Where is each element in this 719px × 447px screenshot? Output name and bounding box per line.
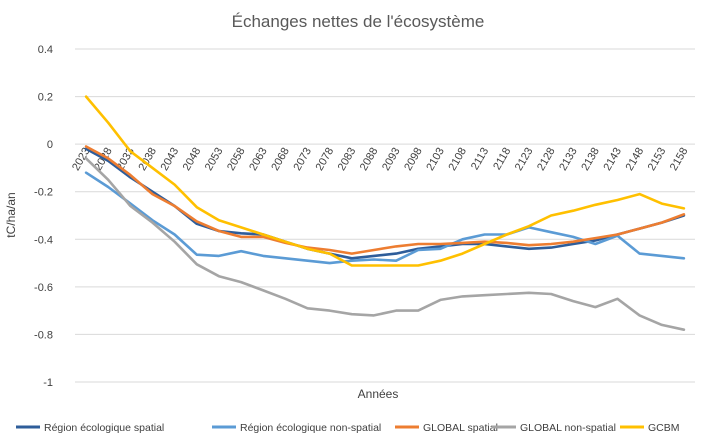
- x-tick-label: 2123: [513, 146, 536, 173]
- y-tick-label: -0.8: [34, 329, 53, 341]
- y-axis-ticks: 0.4 0.2 0 -0.2 -0.4 -0.6 -0.8 -1: [34, 44, 53, 389]
- y-tick-label: -0.4: [34, 234, 53, 246]
- x-tick-label: 2048: [181, 146, 204, 173]
- legend-label: Région écologique non-spatial: [240, 422, 381, 434]
- x-tick-label: 2118: [491, 146, 513, 172]
- y-tick-label: -1: [43, 377, 53, 389]
- x-tick-label: 2103: [424, 146, 447, 173]
- y-tick-label: 0.4: [38, 44, 53, 56]
- legend-label: Région écologique spatial: [44, 422, 164, 434]
- series-lines: [84, 95, 686, 332]
- legend: Région écologique spatial Région écologiq…: [16, 422, 680, 434]
- legend-label: GCBM: [648, 422, 680, 434]
- series-line: [84, 95, 686, 267]
- x-tick-label: 2058: [225, 146, 248, 173]
- x-tick-label: 2073: [291, 146, 314, 173]
- x-tick-label: 2158: [668, 146, 691, 173]
- legend-label: GLOBAL spatial: [423, 422, 498, 434]
- x-tick-label: 2093: [380, 146, 403, 173]
- series-line: [84, 145, 686, 255]
- x-tick-label: 2148: [624, 146, 647, 173]
- gridlines: [75, 48, 695, 383]
- x-tick-label: 2063: [247, 146, 270, 173]
- x-axis-ticks: 2023 2028 2033 2038 2043 2048 2053 2058 2063 2068…: [70, 146, 690, 173]
- x-tick-label: 2108: [446, 146, 469, 173]
- y-tick-label: -0.2: [34, 187, 53, 199]
- x-tick-label: 2068: [269, 146, 292, 173]
- y-tick-label: 0.2: [38, 92, 53, 104]
- x-tick-label: 2098: [402, 146, 425, 173]
- x-tick-label: 2138: [579, 146, 602, 173]
- series-line: [84, 157, 686, 332]
- x-tick-label: 2043: [159, 146, 182, 173]
- x-tick-label: 2128: [535, 146, 558, 173]
- x-tick-label: 2088: [358, 146, 381, 173]
- x-tick-label: 2143: [601, 146, 624, 173]
- x-axis-label: Années: [358, 387, 399, 401]
- x-tick-label: 2133: [557, 146, 580, 173]
- chart-title: Échanges nettes de l'écosystème: [232, 12, 485, 31]
- x-tick-label: 2078: [314, 146, 337, 173]
- x-tick-label: 2113: [469, 146, 491, 172]
- legend-label: GLOBAL non-spatial: [520, 422, 616, 434]
- y-tick-label: 0: [47, 139, 53, 151]
- y-tick-label: -0.6: [34, 282, 53, 294]
- x-tick-label: 2053: [203, 146, 226, 173]
- x-tick-label: 2083: [336, 146, 359, 173]
- y-axis-label: tC/ha/an: [4, 192, 18, 237]
- x-tick-label: 2153: [646, 146, 669, 173]
